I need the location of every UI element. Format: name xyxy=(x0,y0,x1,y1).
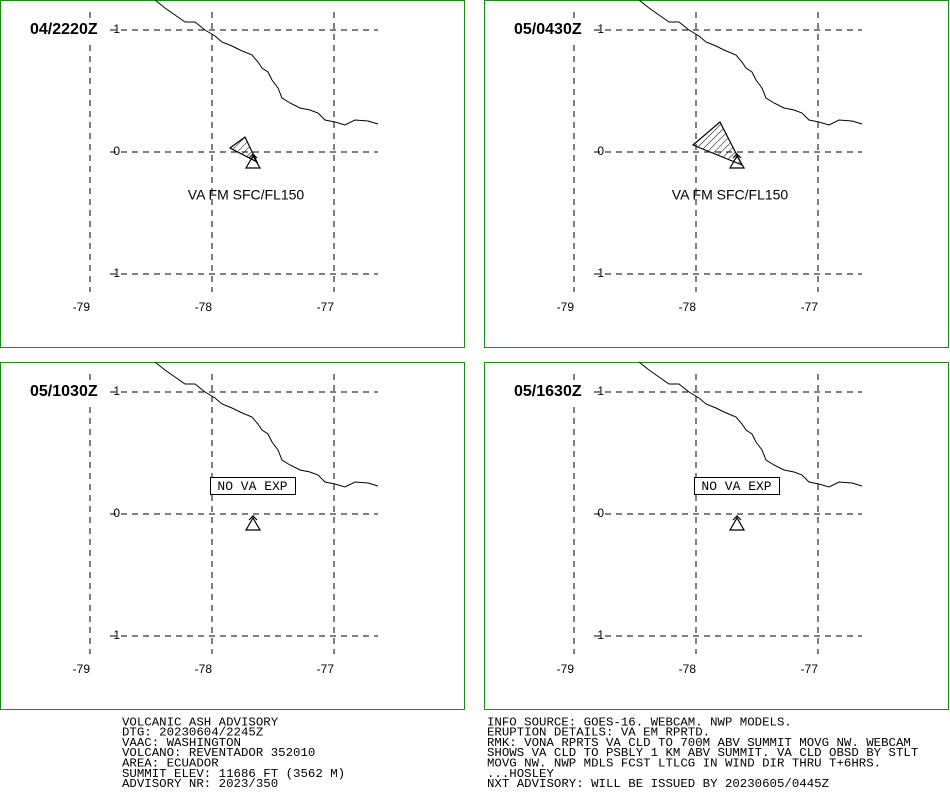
remarks-line: SHOWS VA CLD TO PSBLY 1 KM ABV SUMMIT. V… xyxy=(487,746,918,760)
remarks-line: RMK: VONA RPRTS VA CLD TO 700M ABV SUMMI… xyxy=(487,736,911,750)
coastline xyxy=(638,0,863,126)
ash-cloud-label: VA FM SFC/FL150 xyxy=(672,187,789,203)
latitude-label: -1 xyxy=(593,266,604,280)
latitude-label: -1 xyxy=(109,266,120,280)
longitude-label: -78 xyxy=(679,662,697,676)
latitude-label: 1 xyxy=(113,22,120,36)
latitude-label: 0 xyxy=(597,506,604,520)
advisory-line: SUMMIT ELEV: 11686 FT (3562 M) xyxy=(122,767,345,781)
map-panel: 1 0 -1 -79 -78 -77 05/0430Z VA FM SFC/FL150 xyxy=(484,0,949,348)
time-label-bg xyxy=(512,20,592,40)
remarks-line: NXT ADVISORY: WILL BE ISSUED BY 20230605… xyxy=(487,777,829,791)
panel-border xyxy=(484,0,949,348)
latitude-label: -1 xyxy=(593,628,604,642)
advisory-line: VAAC: WASHINGTON xyxy=(122,736,241,750)
longitude-label: -79 xyxy=(557,662,575,676)
time-label-bg xyxy=(28,20,108,40)
panel-border xyxy=(484,362,949,710)
map-panel: 1 0 -1 -79 -78 -77 04/2220Z VA FM SFC/FL150 xyxy=(0,0,465,348)
coastline xyxy=(154,361,379,488)
ash-cloud xyxy=(691,121,744,167)
remarks-line: MOVG NW. NWP MDLS FCST LTLCG IN WIND DIR… xyxy=(487,756,881,770)
map-panel: 1 0 -1 -79 -78 -77 05/1630Z NO VA EXP xyxy=(484,361,949,710)
advisory-line: DTG: 20230604/2245Z xyxy=(122,726,263,740)
advisory-line: ADVISORY NR: 2023/350 xyxy=(122,777,278,791)
valid-time: 04/2220Z xyxy=(30,21,98,38)
latitude-label: -1 xyxy=(109,628,120,642)
remarks-line: INFO SOURCE: GOES-16. WEBCAM. NWP MODELS… xyxy=(487,715,792,729)
coastline xyxy=(638,361,863,488)
no-ash-box xyxy=(210,477,296,495)
latitude-label: 1 xyxy=(113,384,120,398)
panel-border xyxy=(0,362,465,710)
longitude-label: -77 xyxy=(317,662,335,676)
latitude-label: 0 xyxy=(113,506,120,520)
time-label-bg xyxy=(28,382,108,402)
advisory-line: VOLCANO: REVENTADOR 352010 xyxy=(122,746,315,760)
time-label-bg xyxy=(512,382,592,402)
latitude-label: 0 xyxy=(597,144,604,158)
latitude-label: 0 xyxy=(113,144,120,158)
longitude-label: -77 xyxy=(317,300,335,314)
volcano-symbol xyxy=(244,153,262,169)
longitude-label: -77 xyxy=(801,662,819,676)
longitude-label: -79 xyxy=(73,300,91,314)
longitude-label: -77 xyxy=(801,300,819,314)
longitude-label: -79 xyxy=(73,662,91,676)
volcano-symbol xyxy=(728,515,746,531)
longitude-label: -78 xyxy=(195,662,213,676)
coastline xyxy=(154,0,379,126)
longitude-label: -79 xyxy=(557,300,575,314)
no-ash-label: NO VA EXP xyxy=(701,479,771,494)
advisory-line: VOLCANIC ASH ADVISORY xyxy=(122,715,279,729)
latitude-label: 1 xyxy=(597,384,604,398)
no-ash-label: NO VA EXP xyxy=(217,479,287,494)
no-ash-box xyxy=(694,477,780,495)
volcano-symbol xyxy=(728,153,746,169)
valid-time: 05/1030Z xyxy=(30,383,98,400)
valid-time: 05/1630Z xyxy=(514,383,582,400)
advisory-line: AREA: ECUADOR xyxy=(122,756,219,770)
ash-cloud xyxy=(228,136,259,164)
latitude-label: 1 xyxy=(597,22,604,36)
remarks-line: ...HOSLEY xyxy=(487,767,554,781)
longitude-label: -78 xyxy=(195,300,213,314)
ash-cloud-label: VA FM SFC/FL150 xyxy=(188,187,305,203)
map-panel: 1 0 -1 -79 -78 -77 05/1030Z NO VA EXP xyxy=(0,361,465,710)
valid-time: 05/0430Z xyxy=(514,21,582,38)
panel-border xyxy=(0,0,465,348)
remarks-line: ERUPTION DETAILS: VA EM RPRTD. xyxy=(487,726,710,740)
longitude-label: -78 xyxy=(679,300,697,314)
volcano-symbol xyxy=(244,515,262,531)
